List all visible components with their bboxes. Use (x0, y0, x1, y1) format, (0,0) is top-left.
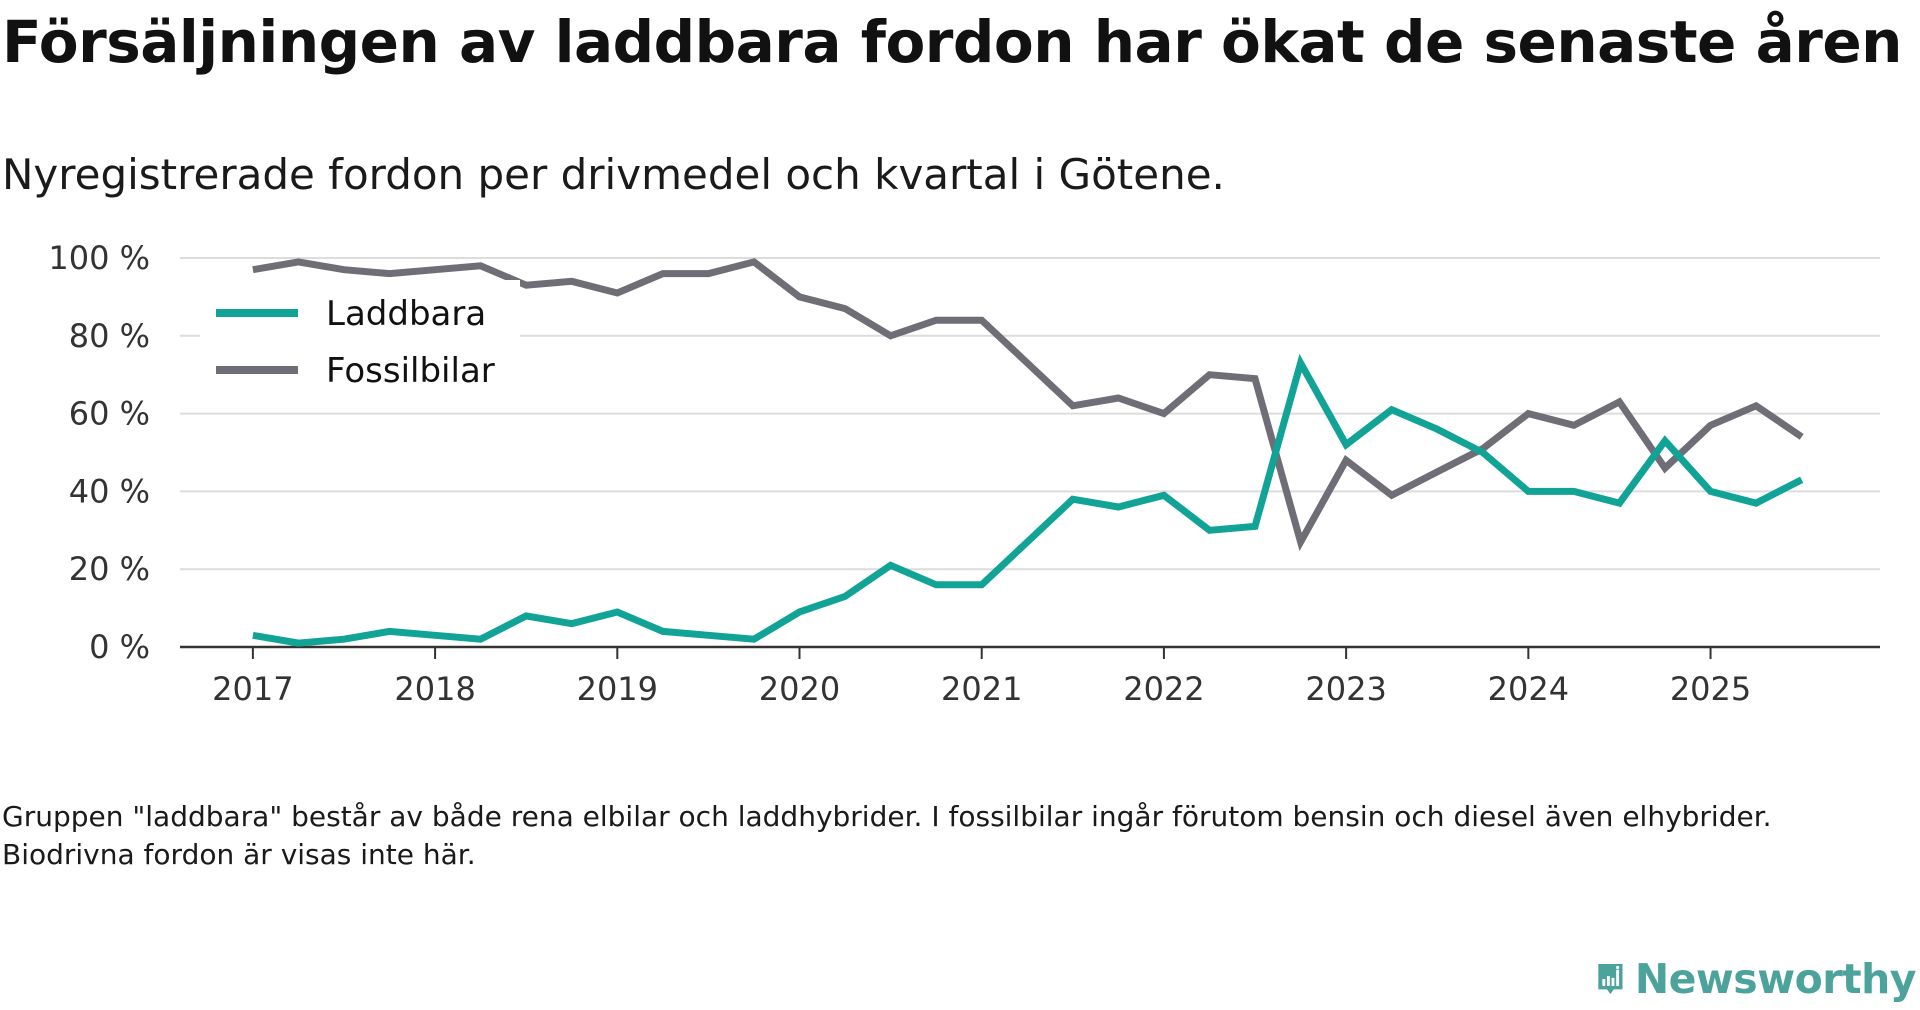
y-tick-label: 60 % (69, 395, 150, 433)
chart-title: Försäljningen av laddbara fordon har öka… (2, 8, 1902, 76)
x-tick-label: 2020 (759, 670, 840, 708)
x-tick-label: 2017 (212, 670, 293, 708)
y-tick-label: 0 % (89, 628, 150, 666)
x-tick-label: 2024 (1488, 670, 1569, 708)
y-tick-label: 80 % (69, 317, 150, 355)
x-axis (180, 645, 1880, 659)
line-chart: 0 % 20 % 40 % 60 % 80 % 100 % 2017 2018 2019 202… (48, 239, 1880, 708)
brand-name: Newsworthy (1634, 955, 1917, 1003)
y-tick-label: 100 % (48, 239, 150, 277)
x-tick-label: 2022 (1123, 670, 1204, 708)
legend-label: Fossilbilar (326, 351, 495, 391)
x-tick-label: 2021 (941, 670, 1022, 708)
y-tick-label: 40 % (69, 472, 150, 510)
legend-label: Laddbara (326, 294, 486, 334)
footnote: Gruppen "laddbara" består av både rena e… (2, 800, 1772, 871)
series-line-laddbara (252, 353, 1804, 647)
series-lines (252, 258, 1804, 647)
legend: Laddbara Fossilbilar (200, 280, 520, 405)
newsworthy-logo-icon (1598, 964, 1623, 994)
x-tick-label: 2019 (577, 670, 658, 708)
x-tick-label: 2025 (1670, 670, 1751, 708)
brand-logo: Newsworthy (1596, 948, 1917, 1010)
y-tick-label: 20 % (69, 550, 150, 588)
x-axis-tick-labels: 2017 2018 2019 2020 2021 2022 2023 2024 2025 (212, 670, 1751, 708)
series-line-fossilbilar (252, 258, 1804, 552)
legend-background (200, 280, 520, 405)
x-tick-label: 2023 (1305, 670, 1386, 708)
y-axis-tick-labels: 0 % 20 % 40 % 60 % 80 % 100 % (48, 239, 150, 666)
x-tick-label: 2018 (394, 670, 475, 708)
chart-subtitle: Nyregistrerade fordon per drivmedel och … (2, 150, 1225, 199)
